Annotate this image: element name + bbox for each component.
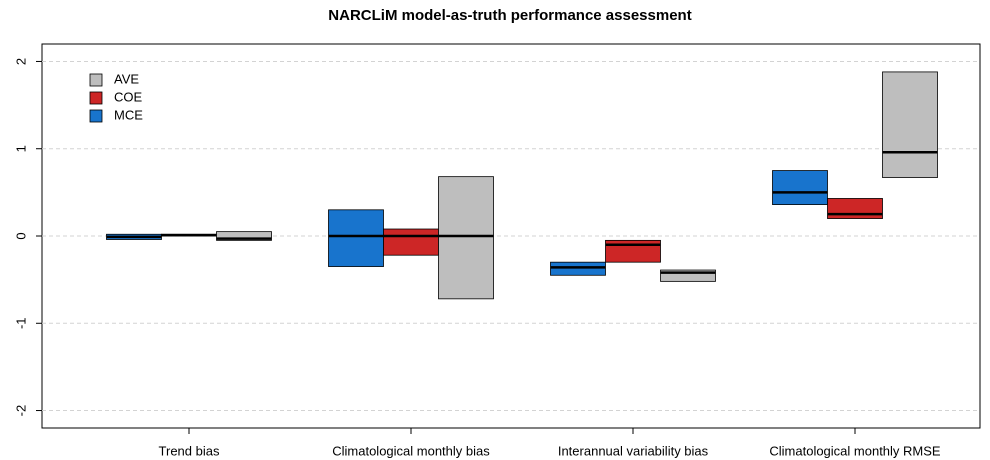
box	[383, 228, 439, 256]
x-tick-label: Climatological monthly bias	[332, 443, 490, 458]
legend-swatch	[89, 109, 103, 123]
y-tick-label: -2	[13, 405, 28, 417]
legend-swatch	[89, 91, 103, 105]
x-tick-label: Interannual variability bias	[558, 443, 709, 458]
chart-title: NARCLiM model-as-truth performance asses…	[328, 7, 691, 24]
legend-label: COE	[114, 89, 143, 104]
box	[882, 71, 938, 178]
box	[550, 261, 606, 276]
y-tick-label: 0	[13, 232, 28, 239]
y-tick-label: 2	[13, 58, 28, 65]
x-tick-label: Trend bias	[159, 443, 220, 458]
x-tick-label: Climatological monthly RMSE	[769, 443, 941, 458]
box	[438, 176, 494, 300]
box	[772, 170, 828, 205]
legend-label: MCE	[114, 107, 143, 122]
legend-swatch	[89, 73, 103, 87]
box	[660, 269, 716, 282]
box	[216, 231, 272, 241]
y-tick-label: -1	[13, 317, 28, 329]
legend-label: AVE	[114, 71, 139, 86]
y-tick-label: 1	[13, 145, 28, 152]
box	[328, 209, 384, 267]
box	[827, 198, 883, 219]
